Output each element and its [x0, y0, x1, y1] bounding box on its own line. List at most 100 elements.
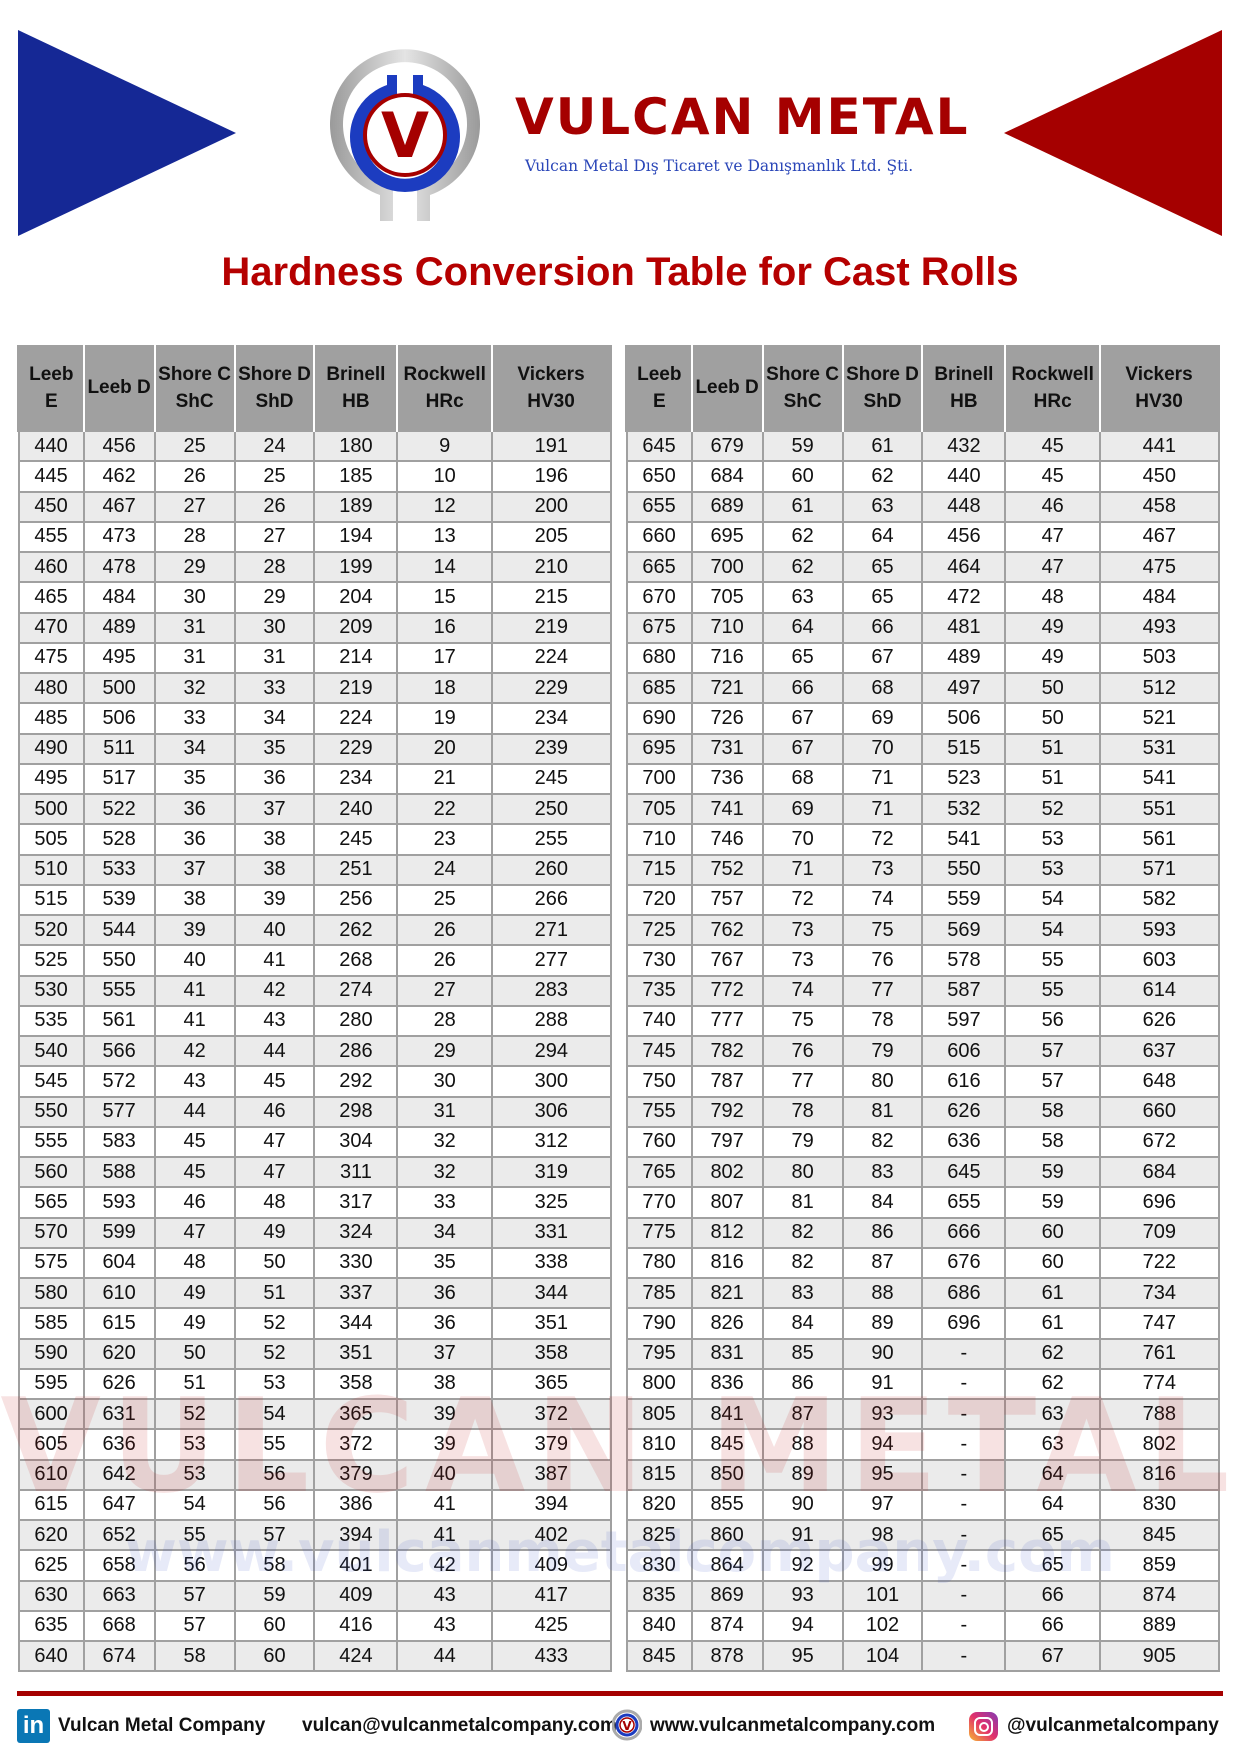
table-cell: - [921, 1549, 1007, 1582]
table-cell: 76 [761, 1034, 844, 1068]
table-cell: 61 [1004, 1307, 1102, 1340]
table-cell: 47 [233, 1125, 316, 1159]
table-row: 770 807 81 84 655 59 696 [625, 1186, 1220, 1219]
table-cell: 61 [1004, 1276, 1102, 1310]
table-row: 620 652 55 57 394 41 402 [17, 1518, 612, 1552]
table-cell: 655 [625, 490, 693, 523]
table-row: 800 836 86 91-62 774 [625, 1367, 1220, 1401]
table-cell: 533 [82, 853, 156, 886]
table-cell: 626 [921, 1095, 1007, 1128]
table-cell: 35 [396, 1246, 494, 1280]
footer-website[interactable]: V www.vulcanmetalcompany.com [612, 1708, 935, 1744]
table-cell: 30 [396, 1065, 494, 1098]
footer-linkedin[interactable]: in Vulcan Metal Company [17, 1708, 265, 1744]
table-row: 670 705 63 65 472 48 484 [625, 581, 1220, 614]
table-cell: 84 [841, 1186, 924, 1219]
table-cell: 456 [921, 520, 1007, 554]
table-cell: 772 [690, 974, 764, 1007]
column-header: Shore D ShD [841, 345, 924, 431]
table-cell: 647 [82, 1488, 156, 1522]
table-cell: 43 [233, 1004, 316, 1038]
table-cell: 24 [396, 853, 494, 886]
table-cell: 40 [396, 1458, 494, 1491]
table-cell: 585 [17, 1307, 85, 1340]
table-cell: 34 [153, 732, 236, 765]
table-body: 440 456 25 24 180 9 191 445 462 26 25 185 10 196 450 46… [17, 429, 612, 1673]
table-cell: 645 [921, 1155, 1007, 1189]
table-cell: - [921, 1397, 1007, 1431]
table-cell: 30 [153, 581, 236, 614]
column-header: Vickers HV30 [1099, 345, 1221, 431]
table-cell: 98 [841, 1518, 924, 1552]
table-cell: 29 [153, 550, 236, 584]
table-cell: 46 [153, 1186, 236, 1219]
table-cell: 81 [841, 1095, 924, 1128]
email-link[interactable]: vulcan@vulcanmetalcompany.com [302, 1715, 617, 1736]
table-row: 720 757 72 74 559 54 582 [625, 883, 1220, 917]
table-cell: 587 [921, 974, 1007, 1007]
table-cell: 599 [82, 1216, 156, 1249]
table-cell: 512 [1099, 671, 1220, 705]
table-cell: 850 [690, 1458, 764, 1491]
table-cell: 67 [761, 702, 844, 735]
table-cell: 224 [491, 641, 612, 675]
table-cell: 47 [1004, 550, 1102, 584]
table-cell: 40 [233, 913, 316, 947]
table-cell: 720 [625, 883, 693, 917]
table-row: 600 631 52 54 365 39 372 [17, 1397, 612, 1431]
table-cell: 88 [841, 1276, 924, 1310]
table-cell: 765 [625, 1155, 693, 1189]
instagram-handle: @vulcanmetalcompany [1007, 1715, 1219, 1736]
table-cell: 63 [1004, 1428, 1102, 1461]
table-cell: 294 [491, 1034, 612, 1068]
table-cell: 28 [153, 520, 236, 554]
table-cell: 497 [921, 671, 1007, 705]
table-cell: 48 [153, 1246, 236, 1280]
table-cell: 571 [1099, 853, 1220, 886]
table-cell: 675 [625, 611, 693, 644]
table-cell: 460 [17, 550, 85, 584]
table-cell: 505 [17, 823, 85, 856]
table-cell: 219 [313, 671, 399, 705]
footer-instagram[interactable]: @vulcanmetalcompany [969, 1708, 1219, 1744]
table-cell: 66 [1004, 1579, 1102, 1612]
table-cell: 70 [841, 732, 924, 765]
table-cell: 101 [841, 1579, 924, 1612]
table-cell: 37 [396, 1337, 494, 1370]
table-cell: 684 [1099, 1155, 1220, 1189]
table-cell: 515 [921, 732, 1007, 765]
table-cell: 472 [921, 581, 1007, 614]
table-cell: 785 [625, 1276, 693, 1310]
vulcan-logo-icon: V [612, 1709, 642, 1741]
table-body: 645 679 59 61 432 45 441 650 684 60 62 440 45 450 655 6… [625, 429, 1220, 1673]
table-cell: 731 [690, 732, 764, 765]
footer: in Vulcan Metal Company vulcan@vulcanmet… [17, 1708, 1223, 1744]
table-cell: 550 [921, 853, 1007, 886]
table-row: 815 850 89 95-64 816 [625, 1458, 1220, 1491]
table-cell: 29 [396, 1034, 494, 1068]
table-row: 655 689 61 63 448 46 458 [625, 490, 1220, 523]
table-cell: 582 [1099, 883, 1220, 917]
table-cell: - [921, 1639, 1007, 1673]
instagram-icon [969, 1711, 998, 1741]
table-cell: 358 [491, 1337, 612, 1370]
footer-email[interactable]: vulcan@vulcanmetalcompany.com [302, 1708, 617, 1744]
table-cell: 841 [690, 1397, 764, 1431]
table-cell: 53 [153, 1428, 236, 1461]
table-cell: 33 [233, 671, 316, 705]
table-row: 520 544 39 40 262 26 271 [17, 913, 612, 947]
table-cell: 71 [761, 853, 844, 886]
table-cell: 658 [82, 1549, 156, 1582]
table-cell: 61 [841, 429, 924, 463]
table-row: 705 741 69 71 532 52 551 [625, 792, 1220, 826]
table-cell: 71 [841, 792, 924, 826]
table-cell: 292 [313, 1065, 399, 1098]
website-link[interactable]: www.vulcanmetalcompany.com [650, 1715, 936, 1736]
table-row: 755 792 78 81 626 58 660 [625, 1095, 1220, 1128]
table-cell: 750 [625, 1065, 693, 1098]
table-cell: 775 [625, 1216, 693, 1249]
table-cell: 48 [233, 1186, 316, 1219]
table-cell: 379 [313, 1458, 399, 1491]
table-row: 840 874 94 102-66 889 [625, 1609, 1220, 1643]
table-cell: 45 [153, 1155, 236, 1189]
